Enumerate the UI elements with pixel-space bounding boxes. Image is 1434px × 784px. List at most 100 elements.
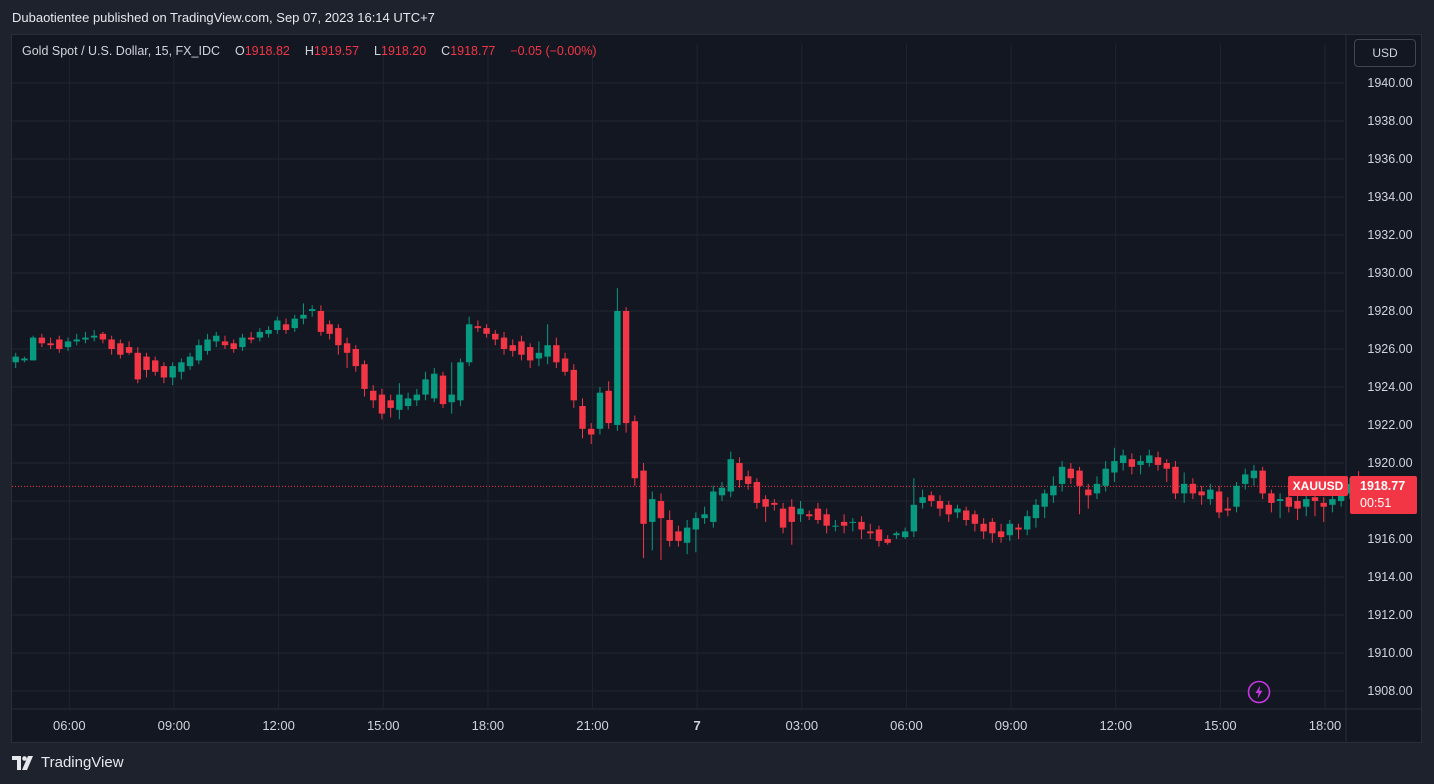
time-axis[interactable]: 06:00 09:00 12:00 15:00 18:00 21:00 7 03:00 06:0… [53,718,1341,733]
candle-body [561,358,569,372]
symbol-price-label: XAUUSD [1288,476,1348,496]
candle [1329,493,1336,513]
candle-body [500,337,508,349]
candle [858,516,865,539]
candle [361,360,368,397]
x-tick-label: 12:00 [262,718,295,733]
candle [47,337,54,349]
price-axis[interactable]: 1940.00 1938.00 1936.00 1934.00 1932.00 1930.… [1367,76,1412,698]
candle [893,531,900,539]
tradingview-brand[interactable]: TradingView [12,754,124,771]
candle-body [361,364,368,389]
candle [718,482,726,501]
candle-body [875,529,883,541]
candle [762,495,769,522]
chart-frame[interactable] [11,34,1422,743]
candle-body [492,333,499,340]
candle [1128,453,1136,475]
candle [108,335,115,355]
candle-body [73,339,80,342]
candle-body [1215,491,1223,513]
candle-body [666,520,673,541]
candle [535,341,543,367]
candle-body [997,531,1005,538]
candle [649,491,656,551]
last-price-label: 1918.77 00:51 [1350,476,1417,514]
y-tick-label: 1908.00 [1367,684,1412,698]
candle [1015,523,1022,539]
candle-body [631,421,639,479]
candle-body [727,459,734,492]
candle [239,333,246,351]
x-tick-label: 06:00 [890,718,923,733]
candle [823,508,830,534]
candle [1006,520,1013,541]
candle [152,356,159,376]
candle-body [526,347,534,361]
candle-body [954,508,961,513]
candle-body [195,345,203,361]
legend-high-value: 1919.57 [313,44,360,58]
candle-body [605,390,612,424]
candle-body [1085,489,1092,496]
candle-body [483,328,490,334]
candle-body [893,533,900,536]
candle-body [744,476,752,484]
candle-body [1093,483,1101,494]
candle-body [1146,455,1153,463]
candle [221,335,229,349]
candle [1294,495,1301,520]
candle-body [326,324,333,334]
candle-body [300,314,307,319]
candle [38,333,46,348]
candle [736,457,743,488]
candle [1154,451,1162,471]
candle-body [1128,459,1136,467]
candle [29,335,37,361]
candle-body [840,521,848,526]
candle [396,383,403,420]
candle-body [1137,461,1144,465]
x-tick-label: 09:00 [995,718,1028,733]
candle [683,520,691,555]
candle-body [919,497,926,503]
candle [1268,489,1275,513]
candle [1346,478,1354,500]
candle-body [186,356,194,367]
candle [343,337,351,368]
candle [832,520,839,532]
candle-body [239,337,246,348]
y-tick-label: 1926.00 [1367,342,1412,356]
candle [282,318,290,334]
y-tick-label: 1934.00 [1367,190,1412,204]
candle [90,330,98,342]
candle-body [1259,470,1266,494]
candle-body [335,328,342,346]
candle [753,478,761,509]
candle [1320,497,1327,522]
candle [596,387,604,435]
candle-body [823,514,830,526]
candle-body [143,356,150,370]
x-tick-label: 21:00 [576,718,609,733]
currency-button[interactable]: USD [1354,39,1416,67]
candle [370,385,377,408]
candle [797,501,804,522]
candle-body [1050,485,1057,496]
candle-body [753,482,761,503]
candle-body [701,514,708,519]
candle [945,501,952,522]
lightning-bolt-icon[interactable] [1247,680,1271,704]
candle [509,339,516,357]
candle-body [247,337,255,340]
candles[interactable] [12,288,1362,560]
candle-body [160,366,168,378]
candle-body [21,358,28,361]
publisher-line: Dubaotientee published on TradingView.co… [12,10,435,25]
candle [544,324,551,365]
candle-body [1294,501,1301,509]
candle [579,398,586,439]
candle-body [718,487,726,496]
candle [404,392,412,410]
